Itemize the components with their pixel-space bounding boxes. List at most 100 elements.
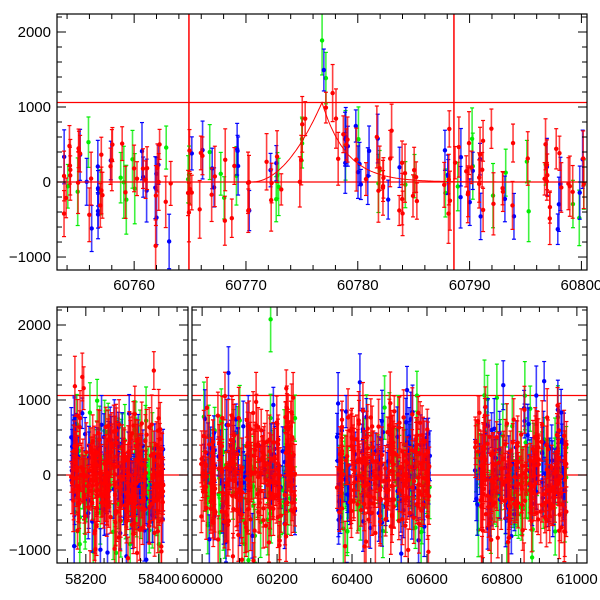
top-point-red (153, 243, 158, 249)
bottom-point-red (225, 483, 231, 488)
bottom-point-red (105, 470, 110, 475)
top-point-red (559, 185, 564, 190)
top-point-blue (458, 155, 464, 160)
bottom-point-red (395, 472, 401, 477)
bottom-point-red (102, 461, 107, 466)
top-point-blue (95, 208, 101, 214)
top-point-blue (166, 239, 172, 244)
bottom-point-red (154, 482, 159, 487)
bottom-point-red (401, 415, 406, 420)
bottom-point-red (226, 422, 231, 428)
bottom-point-red (248, 427, 253, 432)
top-point-red (545, 173, 550, 178)
bottom-point-blue (99, 422, 104, 428)
bottom-point-red (97, 456, 103, 461)
bottom-point-red (250, 410, 256, 416)
bottom-point-red (92, 471, 98, 477)
top-xtick-label: 60790 (449, 277, 491, 294)
top-ytick-label: −1000 (9, 249, 51, 266)
bottom-point-red (210, 490, 216, 496)
top-point-red (232, 163, 237, 169)
bottom-point-red (152, 530, 157, 536)
top-point-red (99, 152, 104, 157)
top-point-blue (366, 148, 372, 154)
bottom-point-red (159, 549, 164, 554)
top-point-red (354, 157, 359, 162)
bottom-point-red (82, 513, 88, 519)
bottom-point-red (135, 458, 141, 464)
top-point-blue (95, 164, 101, 169)
top-point-green (323, 75, 329, 81)
bottom-point-red (259, 428, 264, 433)
top-point-red (442, 182, 447, 188)
top-point-blue (502, 196, 508, 202)
top-point-red (389, 128, 394, 133)
top-point-red (397, 208, 402, 213)
top-point-red (447, 198, 453, 203)
bottom-panel: −1000 0 1000 2000 58200 58400 60000 60200 60400 6… (9, 306, 598, 588)
bottom-point-red (358, 507, 364, 513)
bottom-point-red (255, 475, 261, 480)
top-point-red (323, 105, 329, 110)
bottom-point-red (264, 439, 270, 445)
bottom-point-red (134, 481, 139, 486)
bottom-point-red (109, 444, 115, 449)
top-point-red (163, 199, 168, 205)
bottom-point-blue (335, 401, 341, 406)
bottom-point-red (285, 447, 291, 452)
top-point-red (376, 188, 381, 193)
bottom-point-red (199, 514, 204, 519)
bottom-point-blue (80, 411, 85, 416)
top-point-blue (353, 123, 359, 129)
bottom-point-blue (357, 380, 363, 385)
bottom-point-red (234, 491, 239, 496)
bottom-point-red (207, 442, 212, 447)
top-point-red (411, 167, 417, 173)
top-point-red (299, 157, 304, 163)
top-point-red (510, 203, 515, 208)
top-point-blue (321, 67, 327, 73)
top-point-red (402, 170, 408, 176)
bottom-point-blue (422, 524, 427, 529)
top-point-red (198, 150, 204, 156)
top-point-red (480, 207, 486, 213)
bottom-point-red (149, 422, 154, 427)
bottom-point-red (152, 498, 157, 503)
bottom-point-red (112, 493, 118, 498)
bottom-point-red (216, 466, 222, 471)
top-point-green (274, 197, 279, 202)
top-point-red (491, 201, 496, 207)
bottom-point-red (244, 477, 250, 482)
bottom-point-blue (226, 370, 231, 376)
bottom-point-red (155, 428, 161, 433)
top-point-red (341, 132, 346, 137)
bottom-point-green (345, 529, 350, 534)
bottom-point-red (204, 405, 210, 411)
top-point-red (87, 212, 92, 218)
top-point-red (157, 142, 162, 147)
bottom-point-red (396, 518, 402, 523)
bottom-point-red (69, 474, 74, 480)
top-point-blue (556, 202, 562, 207)
bottom-point-red (236, 532, 241, 538)
bottom-point-red (251, 558, 256, 563)
top-point-red (466, 140, 472, 146)
bottom-point-red (89, 468, 95, 474)
bottom-point-red (116, 422, 122, 427)
top-point-red (222, 218, 228, 223)
bottom-point-red (230, 458, 235, 463)
bottom-ytick-label: −1000 (9, 542, 51, 559)
bottom-point-green (268, 317, 273, 322)
bottom-point-red (240, 490, 245, 495)
top-point-red (547, 204, 553, 210)
top-point-red (109, 157, 115, 163)
top-point-red (197, 207, 202, 212)
top-point-red (134, 176, 140, 181)
bottom-point-blue (343, 409, 349, 414)
bottom-point-blue (271, 402, 276, 408)
bottom-point-red (125, 556, 131, 561)
bottom-point-red (210, 449, 216, 454)
top-point-red (88, 176, 94, 181)
top-point-red (456, 144, 462, 150)
top-point-red (363, 176, 369, 182)
